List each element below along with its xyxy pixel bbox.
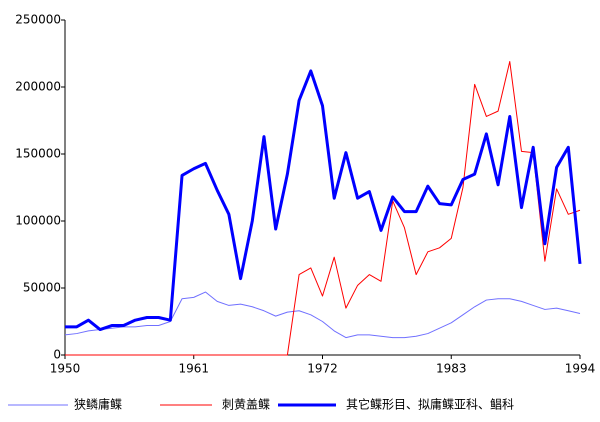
x-tick-label: 1950 xyxy=(50,362,81,376)
legend-label: 狭鳞庸鲽 xyxy=(74,397,122,412)
series-line xyxy=(64,291,581,339)
series-line xyxy=(65,61,581,356)
x-tick-label: 1994 xyxy=(565,362,596,376)
y-tick-label: 50000 xyxy=(23,281,61,295)
y-tick-label: 150000 xyxy=(15,147,61,161)
y-tick-label: 250000 xyxy=(15,13,61,27)
legend-label: 刺黄盖鲽 xyxy=(222,398,270,412)
y-tick-label: 0 xyxy=(53,348,61,362)
series-line xyxy=(65,69,582,332)
y-tick-label: 100000 xyxy=(15,214,61,228)
legend-label: 其它鲽形目、拟庸鲽亚科、鲳科 xyxy=(346,397,514,412)
x-tick-label: 1972 xyxy=(307,362,338,376)
x-tick-label: 1961 xyxy=(178,362,209,376)
x-tick-label: 1983 xyxy=(436,362,467,376)
y-tick-label: 200000 xyxy=(15,80,61,94)
